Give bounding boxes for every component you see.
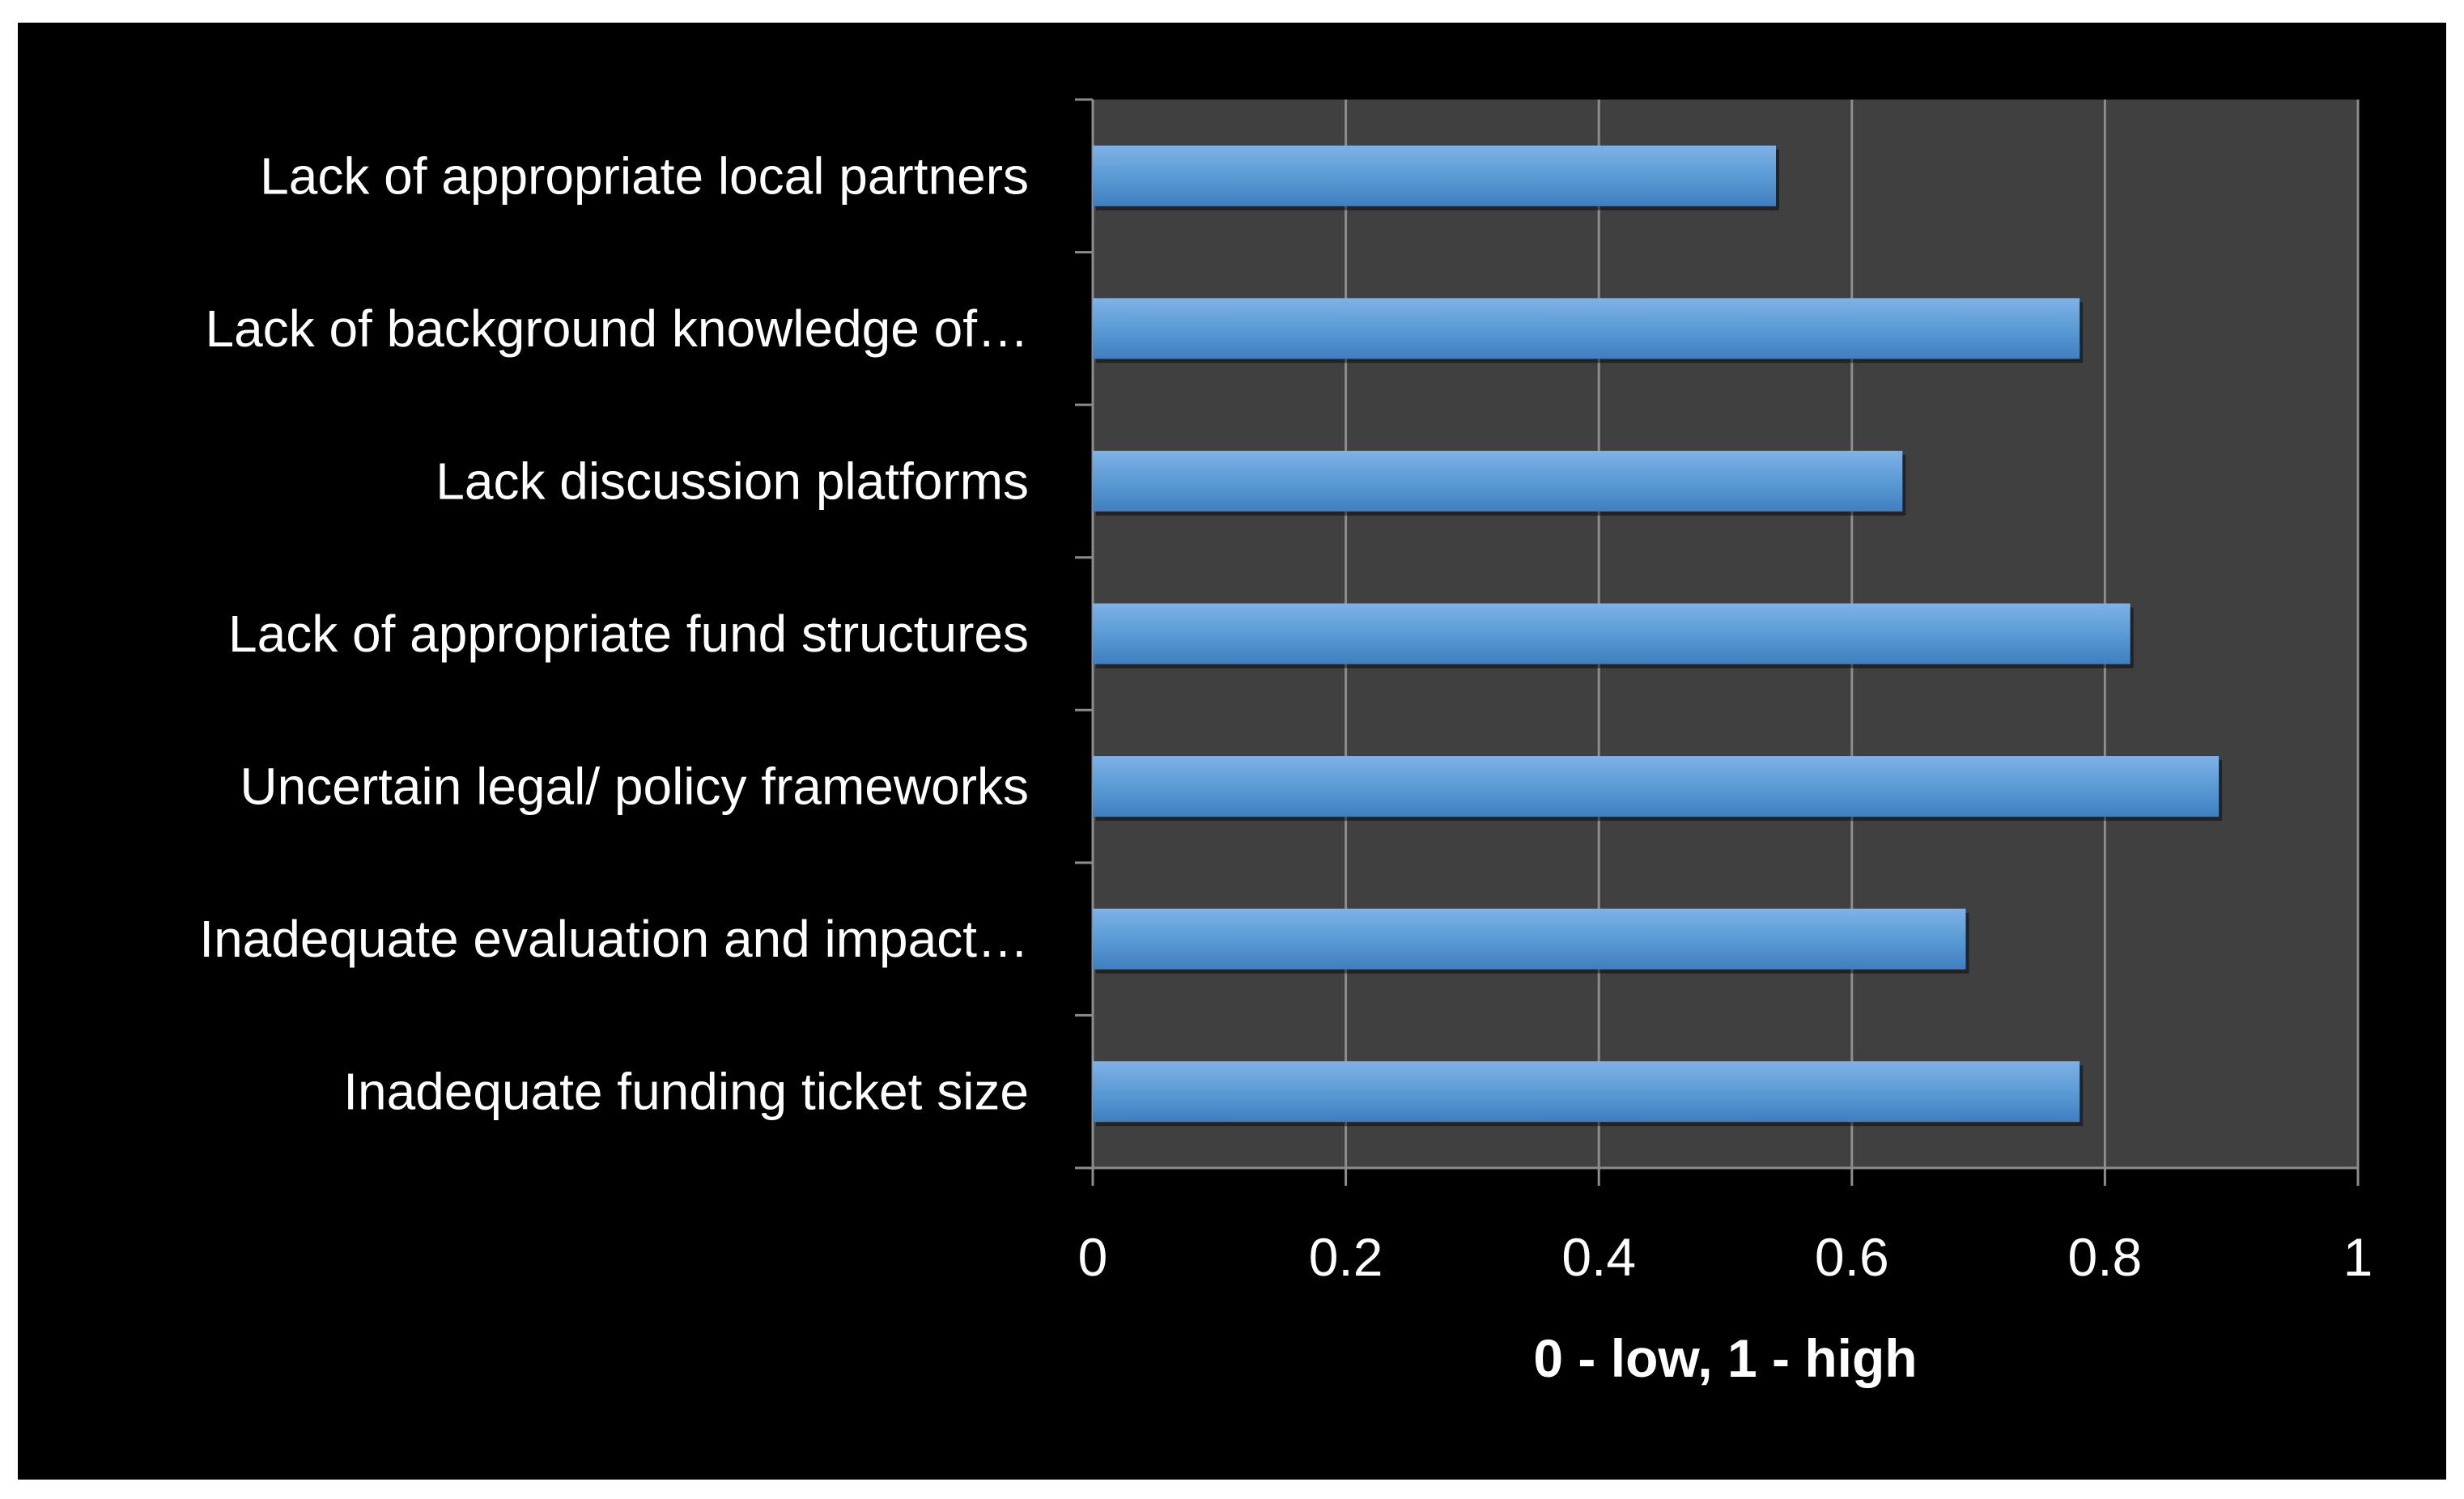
x-tick-label: 0.2 <box>1309 1227 1383 1287</box>
x-tick-label: 0.8 <box>2068 1227 2143 1287</box>
x-tick-label: 0.4 <box>1561 1227 1636 1287</box>
x-axis-title: 0 - low, 1 - high <box>1533 1328 1917 1388</box>
category-label: Lack discussion platforms <box>435 452 1029 510</box>
bar <box>1093 145 1777 206</box>
category-label: Lack of appropriate fund structures <box>228 605 1029 663</box>
category-label: Lack of background knowledge of… <box>205 299 1029 358</box>
bar <box>1093 450 1903 512</box>
bars <box>1093 145 2223 1127</box>
category-label: Uncertain legal/ policy frameworks <box>240 758 1029 816</box>
x-tick-label: 0 <box>1078 1227 1108 1287</box>
category-labels: Lack of appropriate local partners Lack o… <box>199 147 1029 1120</box>
category-label: Inadequate funding ticket size <box>343 1063 1029 1121</box>
bar <box>1093 298 2080 359</box>
x-tick-label: 0.6 <box>1815 1227 1889 1287</box>
bar <box>1093 603 2131 665</box>
bar <box>1093 1061 2080 1123</box>
category-label: Lack of appropriate local partners <box>260 147 1029 205</box>
bar <box>1093 756 2220 817</box>
bar <box>1093 908 1966 970</box>
category-label: Inadequate evaluation and impact… <box>199 910 1029 968</box>
x-tick-labels: 0 0.2 0.4 0.6 0.8 1 <box>1078 1227 2373 1287</box>
x-tick-label: 1 <box>2343 1227 2373 1287</box>
